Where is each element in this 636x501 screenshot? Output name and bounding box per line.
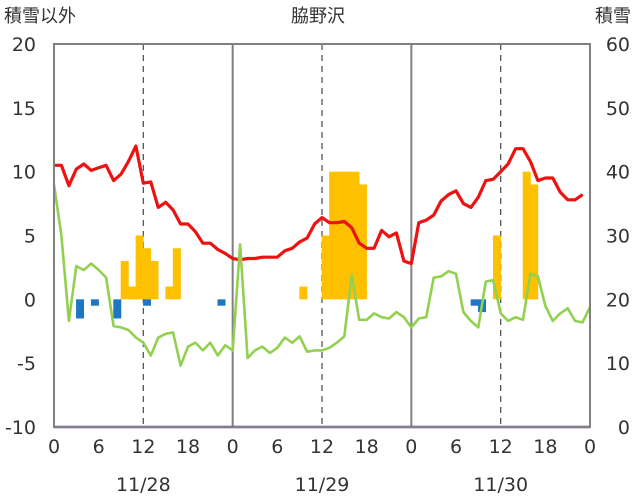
- bar: [358, 184, 367, 300]
- series-line: [54, 144, 584, 266]
- date-label: 11/29: [295, 474, 350, 496]
- bar: [120, 261, 129, 300]
- bar: [143, 299, 152, 306]
- bar: [329, 171, 338, 300]
- bar: [90, 299, 99, 306]
- x-tick-label: 0: [48, 436, 60, 458]
- series-line: [52, 184, 592, 367]
- bar: [321, 235, 330, 300]
- bar: [172, 248, 181, 300]
- y-tick-label-left: 5: [24, 226, 36, 248]
- bar: [530, 184, 539, 300]
- y-ticks-right: 60 50 40 30 20 10 0: [606, 34, 630, 439]
- bar: [470, 299, 479, 306]
- y-tick-label-right: 10: [606, 353, 630, 375]
- y-tick-label-right: 60: [606, 34, 630, 56]
- bar: [217, 299, 226, 306]
- bar: [299, 286, 308, 300]
- chart-title: 脇野沢: [291, 6, 345, 27]
- bar: [135, 235, 144, 300]
- x-tick-label: 0: [227, 436, 239, 458]
- bar: [344, 171, 353, 300]
- bar: [492, 235, 501, 300]
- x-tick-label: 18: [533, 436, 557, 458]
- x-tick-label: 6: [93, 436, 105, 458]
- x-ticks: 0 6 12 18 0 6 12 18 0 6 12 18 0: [48, 436, 596, 458]
- y-tick-label-right: 20: [606, 289, 630, 311]
- x-tick-label: 0: [405, 436, 417, 458]
- bar: [76, 299, 85, 319]
- plot-frame: [53, 43, 591, 428]
- y-tick-label-left: -10: [5, 417, 36, 439]
- y-tick-label-left: 15: [12, 98, 36, 120]
- y-tick-label-right: 40: [606, 162, 630, 184]
- x-tick-label: 12: [310, 436, 334, 458]
- x-tick-label: 6: [271, 436, 283, 458]
- y-tick-label-left: 0: [24, 289, 36, 311]
- bar: [522, 171, 531, 300]
- y-ticks-left: 20 15 10 5 0 -5 -10: [5, 34, 36, 439]
- bar: [150, 261, 159, 300]
- date-label: 11/28: [116, 474, 171, 496]
- x-tick-label: 18: [176, 436, 200, 458]
- x-tick-label: 6: [450, 436, 462, 458]
- x-tick-label: 18: [355, 436, 379, 458]
- y-tick-label-right: 30: [606, 226, 630, 248]
- x-tick-label: 12: [131, 436, 155, 458]
- y-tick-label-left: 10: [12, 162, 36, 184]
- bar: [128, 286, 137, 300]
- bar: [113, 299, 122, 319]
- bar: [143, 248, 152, 300]
- x-tick-label: 0: [584, 436, 596, 458]
- bar: [336, 171, 345, 300]
- y-tick-label-left: -5: [17, 353, 36, 375]
- date-label: 11/30: [473, 474, 528, 496]
- y-tick-label-right: 50: [606, 98, 630, 120]
- y-axis-left-label: 積雪以外: [4, 6, 76, 27]
- y-axis-right-label: 積雪: [595, 6, 631, 27]
- bars: [76, 171, 539, 319]
- x-tick-label: 12: [489, 436, 513, 458]
- y-tick-label-right: 0: [618, 417, 630, 439]
- date-labels: 11/28 11/29 11/30: [116, 474, 528, 496]
- bar: [165, 286, 174, 300]
- y-tick-label-left: 20: [12, 34, 36, 56]
